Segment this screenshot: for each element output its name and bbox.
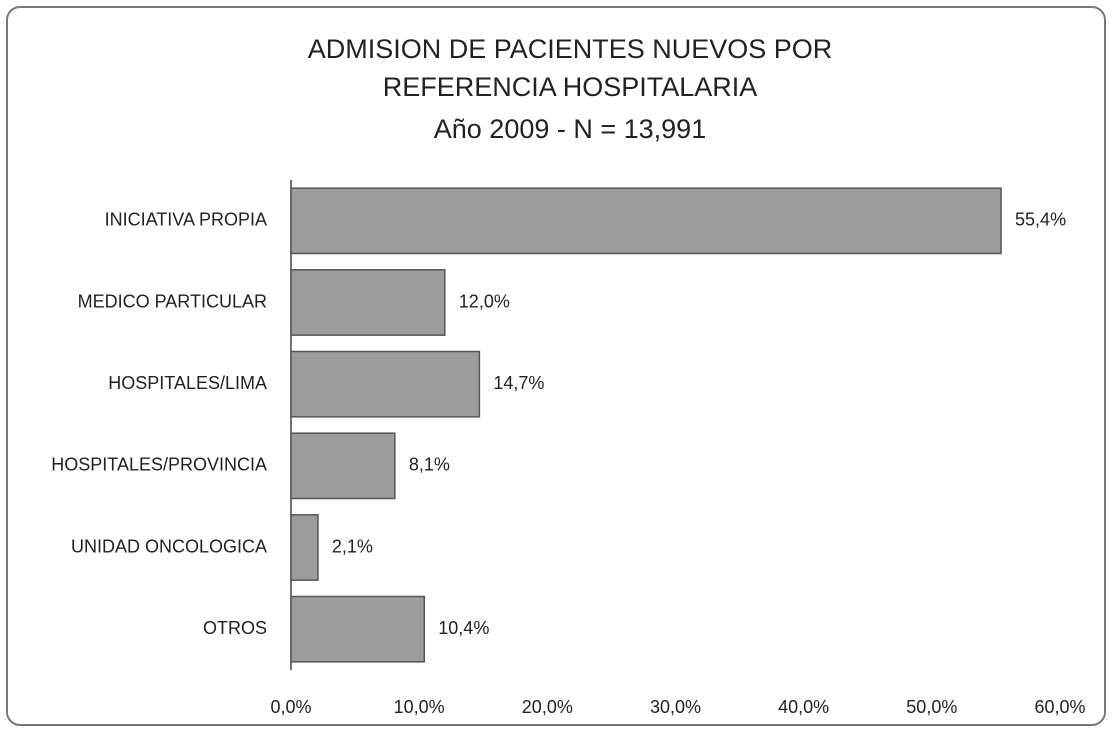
x-tick-label: 50,0% (906, 697, 957, 717)
value-label: 55,4% (1015, 210, 1066, 230)
bar (290, 187, 1002, 255)
value-label: 10,4% (438, 618, 489, 638)
x-tick-label: 30,0% (650, 697, 701, 717)
y-tick-label: MEDICO PARTICULAR (78, 291, 267, 311)
value-label: 2,1% (332, 536, 373, 556)
bar (290, 350, 481, 418)
value-label: 14,7% (493, 373, 544, 393)
chart-title: ADMISION DE PACIENTES NUEVOS POR REFEREN… (307, 34, 833, 102)
y-tick-label: HOSPITALES/LIMA (108, 373, 267, 393)
y-tick-label: UNIDAD ONCOLOGICA (71, 536, 267, 556)
y-tick-label: OTROS (203, 618, 267, 638)
x-tick-label: 10,0% (394, 697, 445, 717)
bar (290, 595, 426, 663)
value-label: 12,0% (459, 291, 510, 311)
x-tick-label: 60,0% (1034, 697, 1085, 717)
value-label: 8,1% (409, 455, 450, 475)
x-tick-label: 40,0% (778, 697, 829, 717)
chart-header: ADMISION DE PACIENTES NUEVOS POR REFEREN… (200, 30, 940, 148)
chart-frame (6, 6, 1106, 726)
chart-subtitle: Año 2009 - N = 13,991 (433, 114, 707, 144)
x-tick-label: 20,0% (522, 697, 573, 717)
x-tick-label: 0,0% (270, 697, 311, 717)
bar (290, 514, 319, 581)
bar (290, 269, 446, 336)
bar (290, 432, 396, 500)
y-tick-label: INICIATIVA PROPIA (105, 210, 267, 230)
y-tick-label: HOSPITALES/PROVINCIA (51, 455, 267, 475)
